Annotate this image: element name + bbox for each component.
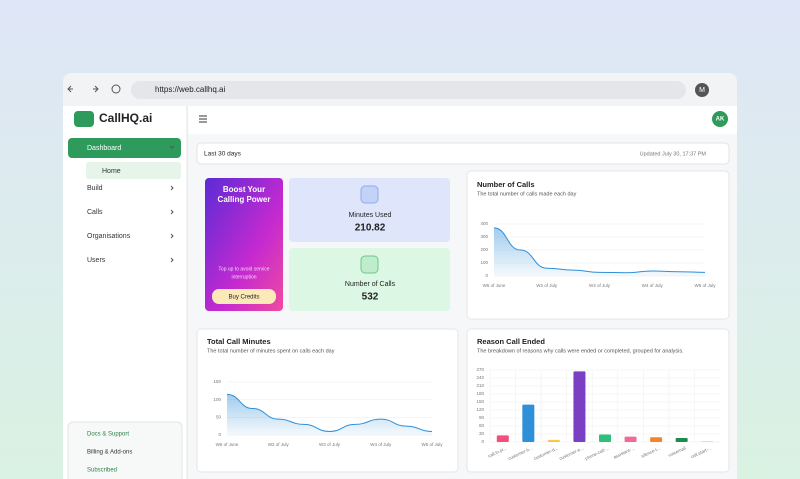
y-tick-label: 100 — [213, 397, 221, 402]
bar — [496, 435, 509, 442]
nav-item[interactable]: Build — [87, 185, 103, 192]
logo-icon — [74, 111, 94, 127]
menu-button[interactable] — [199, 115, 207, 123]
back-button[interactable] — [67, 85, 73, 93]
nav-sub[interactable] — [86, 162, 181, 179]
chevrons — [169, 145, 175, 263]
y-tick-label: 60 — [479, 423, 485, 428]
footer-item[interactable]: Billing & Add-ons — [87, 450, 132, 456]
url: https://web.callhq.ai — [155, 85, 225, 94]
sidebar-footer — [67, 421, 183, 479]
x-tick-label: W5 of July — [421, 442, 443, 447]
line — [226, 393, 433, 432]
x-tick-label: W2 of July — [536, 283, 558, 288]
updated-text: Updated July 30, 17:37 PM — [640, 151, 707, 157]
profile-button[interactable] — [695, 83, 709, 97]
y-tick-label: 150 — [476, 399, 484, 404]
bar — [547, 439, 560, 442]
chart-card — [196, 328, 459, 473]
chart-subtitle: The total number of minutes spent on cal… — [207, 348, 335, 354]
x-tick-label: W2 of July — [268, 442, 290, 447]
chart-subtitle: The breakdown of reasons why calls were … — [477, 348, 684, 354]
filter-bar — [196, 142, 730, 165]
bar — [599, 434, 611, 442]
promo-text: Top up to avoid service — [218, 266, 269, 272]
nav-item[interactable]: Calls — [87, 209, 103, 216]
chart-subtitle: The total number of calls made each day — [477, 191, 577, 197]
area — [494, 227, 705, 276]
stat-icon — [360, 255, 379, 274]
x-tick-label: W3 of July — [589, 283, 611, 288]
topbar — [188, 106, 737, 134]
x-tick-label: W3 of July — [319, 442, 341, 447]
x-tick-label: W5 of July — [694, 283, 716, 288]
nav-item[interactable]: Users — [87, 257, 106, 264]
footer-item[interactable]: Subscribed — [87, 468, 117, 474]
promo-title: Boost Your — [223, 185, 265, 194]
x-tick-label: W5 of June — [483, 283, 506, 288]
y-tick-label: 30 — [479, 431, 485, 436]
chart-title: Number of Calls — [477, 180, 535, 189]
stat-label: Number of Calls — [345, 281, 396, 288]
bar — [650, 437, 663, 442]
y-tick-label: 0 — [485, 273, 488, 278]
promo-title: Calling Power — [218, 195, 271, 204]
area — [227, 394, 432, 435]
y-tick-label: 300 — [480, 234, 488, 239]
y-tick-label: 210 — [476, 383, 484, 388]
bar — [522, 404, 535, 442]
bar — [573, 371, 586, 442]
line — [493, 227, 706, 274]
footer-item[interactable]: Docs & Support — [87, 432, 129, 438]
stat-value: 532 — [362, 292, 379, 303]
nav-item[interactable]: Home — [102, 168, 121, 175]
stat-label: Minutes Used — [349, 212, 392, 219]
y-tick-label: 50 — [216, 415, 222, 420]
chart-title: Total Call Minutes — [207, 337, 271, 346]
x-tick-label: W5 of June — [216, 442, 239, 447]
nav-active[interactable] — [68, 138, 181, 158]
promo-card — [205, 178, 283, 311]
buy-button[interactable] — [212, 289, 276, 304]
bar — [624, 436, 637, 442]
x-tick-label: W4 of July — [370, 442, 392, 447]
nav-item[interactable]: Organisations — [87, 233, 131, 240]
y-tick-label: 240 — [476, 375, 484, 380]
nav-item[interactable]: Dashboard — [87, 145, 121, 152]
chart-title: Reason Call Ended — [477, 337, 545, 346]
avatar-initials: AK — [716, 117, 725, 123]
bar — [675, 438, 688, 442]
stat-value: 210.82 — [355, 223, 386, 234]
y-tick-label: 150 — [213, 379, 221, 384]
chart-card — [466, 170, 730, 320]
buy-button-label[interactable]: Buy Credits — [228, 295, 259, 301]
y-tick-label: 200 — [480, 247, 488, 252]
profile-initial: M — [699, 87, 705, 94]
forward-button[interactable] — [93, 85, 99, 93]
stat-card — [289, 248, 450, 311]
address-bar[interactable] — [131, 81, 686, 99]
bar — [701, 441, 714, 442]
y-tick-label: 90 — [479, 415, 485, 420]
reload-button[interactable] — [111, 84, 121, 94]
stat-card — [289, 178, 450, 242]
range-select[interactable]: Last 30 days — [204, 151, 242, 158]
promo-text: interruption — [231, 274, 256, 280]
y-tick-label: 120 — [476, 407, 484, 412]
avatar[interactable] — [712, 111, 728, 127]
y-tick-label: 270 — [476, 367, 484, 372]
y-tick-label: 180 — [476, 391, 484, 396]
y-tick-label: 0 — [481, 439, 484, 444]
y-tick-label: 400 — [480, 221, 488, 226]
x-tick-label: W4 of July — [642, 283, 664, 288]
logo-text: CallHQ.ai — [99, 111, 152, 125]
y-tick-label: 0 — [218, 432, 221, 437]
y-tick-label: 100 — [480, 260, 488, 265]
stat-icon — [360, 185, 379, 204]
